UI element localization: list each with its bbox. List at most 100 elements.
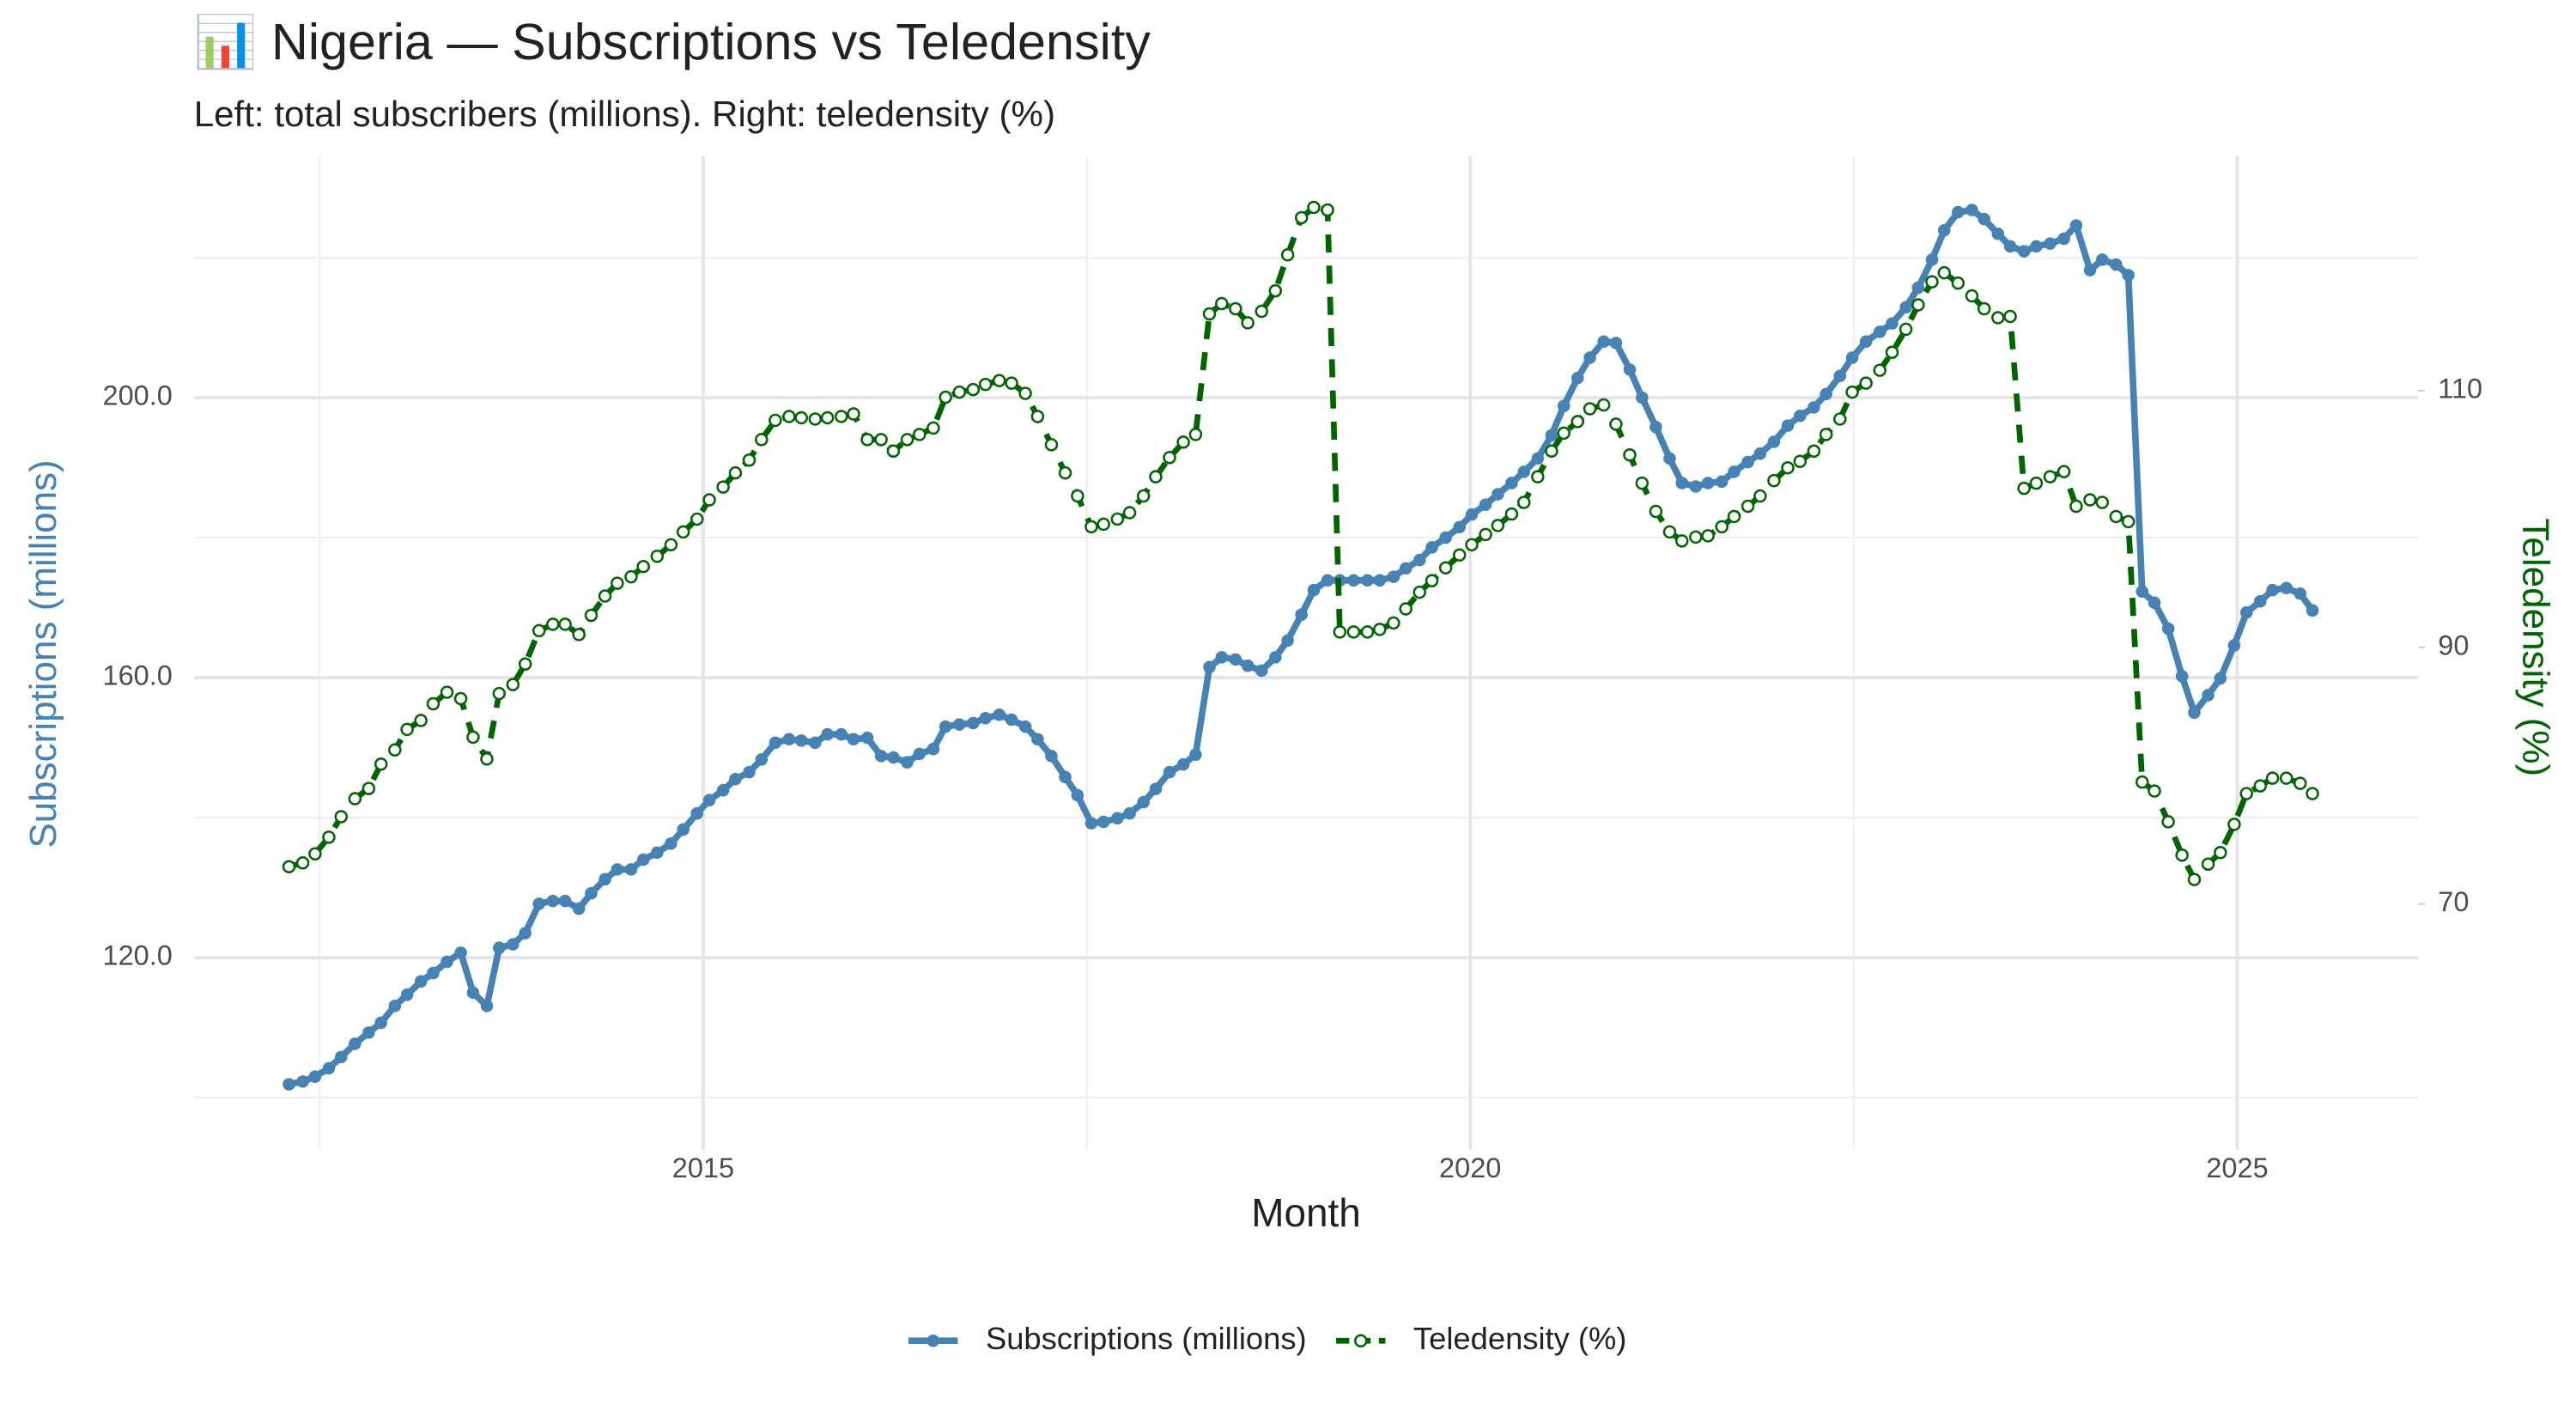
data-point <box>426 696 440 711</box>
data-point <box>939 390 952 404</box>
data-point <box>414 714 428 727</box>
data-point <box>519 927 532 940</box>
data-point <box>874 750 888 763</box>
data-point <box>1215 651 1229 664</box>
data-point <box>1465 508 1479 521</box>
data-point <box>2095 496 2110 509</box>
data-point <box>1911 281 1925 295</box>
data-point <box>1163 451 1176 465</box>
data-point <box>1439 531 1452 544</box>
data-point <box>2069 499 2083 514</box>
data-point <box>769 736 782 750</box>
data-point <box>1545 444 1558 459</box>
data-point <box>572 902 586 915</box>
data-point <box>901 756 914 769</box>
data-point <box>702 794 716 806</box>
data-point <box>1321 203 1334 217</box>
data-point <box>650 550 665 563</box>
data-point <box>308 1070 322 1083</box>
data-point <box>2003 240 2017 253</box>
data-point <box>755 753 769 766</box>
data-point <box>1111 812 1124 825</box>
data-point <box>1452 548 1467 563</box>
data-point <box>2214 846 2227 860</box>
data-point <box>1516 496 1531 509</box>
data-point <box>1753 447 1767 460</box>
x-axis-title: Month <box>1251 1190 1361 1235</box>
data-point <box>1925 253 1939 266</box>
data-point <box>1438 561 1453 575</box>
data-point <box>1741 455 1754 469</box>
y2-tick-label: 90 <box>2438 629 2469 660</box>
data-point <box>558 617 572 631</box>
data-point <box>1571 415 1585 429</box>
data-point <box>1596 398 1611 412</box>
data-point <box>572 628 586 642</box>
data-point <box>1635 476 1649 490</box>
data-point <box>1623 363 1637 376</box>
data-point <box>782 733 796 746</box>
data-point <box>820 411 835 425</box>
data-point <box>2188 706 2201 720</box>
data-point <box>1531 470 1545 483</box>
data-point <box>1097 815 1110 829</box>
data-point <box>1215 296 1229 311</box>
data-point <box>1741 499 1755 514</box>
data-point <box>1413 553 1426 567</box>
data-point <box>1767 435 1781 448</box>
data-point <box>665 836 677 850</box>
data-point <box>742 453 756 467</box>
plot-area <box>282 200 2319 1091</box>
data-point <box>2148 596 2161 610</box>
data-point <box>598 873 611 886</box>
data-point <box>334 810 349 824</box>
data-point <box>2161 622 2175 636</box>
data-point <box>2265 771 2280 785</box>
data-point <box>440 685 454 699</box>
data-point <box>1885 345 1899 360</box>
data-point <box>2293 776 2307 790</box>
data-point <box>466 730 480 745</box>
data-point <box>979 712 992 725</box>
y-tick-label: 120.0 <box>103 940 173 971</box>
data-point <box>1255 664 1268 678</box>
data-point <box>2083 264 2097 277</box>
data-point <box>1504 507 1519 521</box>
data-point <box>585 886 598 900</box>
data-point <box>1387 616 1400 630</box>
y-tick-label: 200.0 <box>103 380 173 411</box>
data-point <box>2148 784 2161 798</box>
data-point <box>1583 402 1597 416</box>
data-point <box>308 847 322 861</box>
data-point <box>518 657 532 671</box>
data-point <box>453 691 468 706</box>
data-point <box>480 1000 494 1013</box>
data-point <box>1425 574 1439 587</box>
data-point <box>1136 489 1151 503</box>
data-point <box>362 1026 375 1039</box>
data-point <box>2253 779 2268 793</box>
data-point <box>1188 428 1203 441</box>
data-point <box>651 846 664 860</box>
data-point <box>743 765 756 779</box>
data-point <box>546 894 560 908</box>
data-point <box>1229 301 1242 316</box>
data-point <box>1229 653 1242 666</box>
data-point <box>782 410 796 423</box>
y-tick-label: 160.0 <box>103 660 173 691</box>
data-point <box>2110 258 2123 271</box>
data-point <box>1597 335 1610 349</box>
data-point <box>1425 541 1438 554</box>
data-point <box>2030 240 2043 253</box>
legend: Subscriptions (millions) Teledensity (%) <box>908 1321 1626 1356</box>
data-point <box>636 559 650 574</box>
data-point <box>1137 795 1150 809</box>
data-point <box>2227 639 2241 652</box>
data-point <box>860 731 874 745</box>
data-point <box>1241 316 1255 330</box>
data-point <box>927 421 940 435</box>
data-point <box>1767 473 1781 488</box>
x-tick-label: 2020 <box>1439 1152 1501 1183</box>
data-point <box>2121 514 2136 529</box>
